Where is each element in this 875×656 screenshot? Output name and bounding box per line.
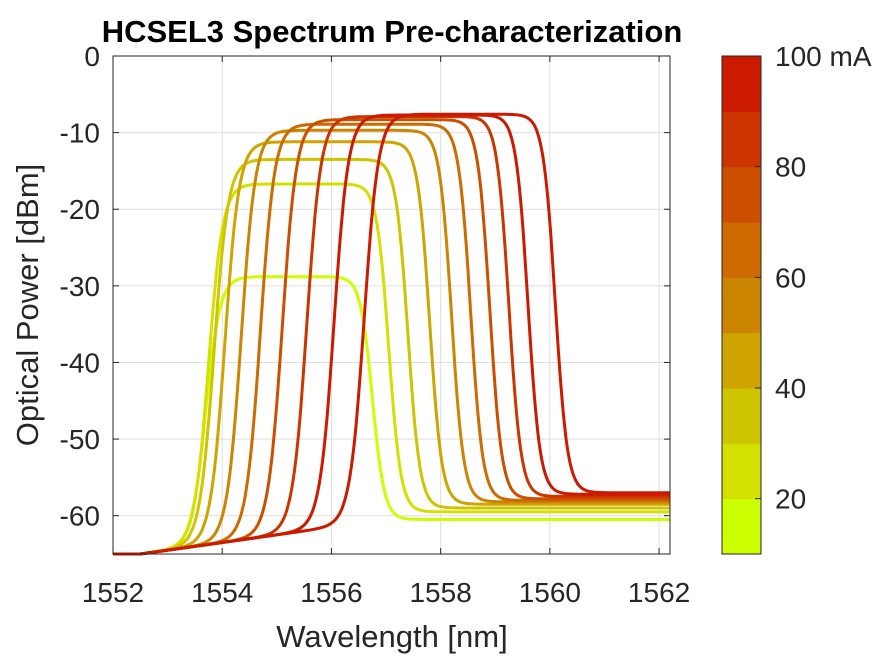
- colorbar-tick-label: 40: [775, 373, 806, 404]
- colorbar-segment: [722, 166, 761, 223]
- colorbar-segment: [722, 388, 761, 444]
- y-tick-label: -30: [60, 271, 100, 302]
- x-tick-label: 1560: [519, 577, 581, 608]
- colorbar-segment: [722, 56, 761, 112]
- y-axis-ticks: 0 -10 -20 -30 -40 -50 -60: [60, 41, 670, 532]
- y-tick-label: -40: [60, 347, 100, 378]
- plot-area: 1552 1554 1556 1558 1560 1562 0 -10 -20 -30 -40 -5…: [60, 41, 691, 608]
- x-tick-label: 1562: [628, 577, 690, 608]
- x-tick-label: 1558: [409, 577, 471, 608]
- x-axis-ticks: 1552 1554 1556 1558 1560 1562: [82, 56, 690, 608]
- spectrum-curve-40mA: [112, 140, 671, 556]
- colorbar-tick-label: 80: [775, 152, 806, 183]
- colorbar-tick-label: 60: [775, 262, 806, 293]
- y-tick-label: -10: [60, 118, 100, 149]
- colorbar: 20 40 60 80 100 mA: [721, 41, 872, 555]
- y-tick-label: -50: [60, 424, 100, 455]
- colorbar-frame: [721, 55, 762, 555]
- spectrum-curve-30mA: [112, 157, 671, 556]
- colorbar-segment: [722, 332, 761, 389]
- y-tick-label: -60: [60, 501, 100, 532]
- chart-title: HCSEL3 Spectrum Pre-characterization: [102, 14, 683, 49]
- y-axis-label: Optical Power [dBm]: [10, 164, 45, 447]
- x-tick-label: 1556: [300, 577, 362, 608]
- colorbar-tick-label: 100 mA: [775, 41, 872, 72]
- y-tick-label: -20: [60, 194, 100, 225]
- series-group: [112, 112, 671, 556]
- x-tick-label: 1554: [191, 577, 253, 608]
- colorbar-segment: [722, 111, 761, 168]
- colorbar-segment: [722, 498, 761, 555]
- plot-frame: [112, 55, 671, 555]
- colorbar-tick-label: 20: [775, 484, 806, 515]
- colorbar-segment: [722, 222, 761, 278]
- plot-background: [113, 56, 670, 554]
- colorbar-segment: [722, 443, 761, 500]
- x-tick-label: 1552: [82, 577, 144, 608]
- spectrum-curve-100mA: [112, 112, 671, 556]
- spectrum-curve-20mA: [112, 182, 671, 556]
- colorbar-segment: [722, 277, 761, 334]
- y-tick-label: 0: [84, 41, 100, 72]
- x-axis-label: Wavelength [nm]: [276, 619, 507, 654]
